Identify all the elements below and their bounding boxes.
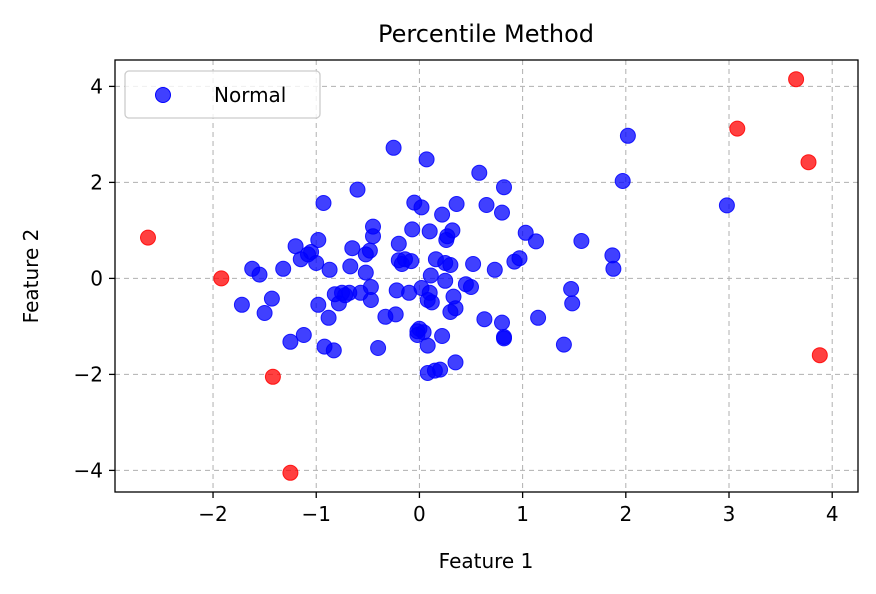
x-tick-label: 2 <box>619 502 632 526</box>
outlier-point <box>788 71 805 88</box>
normal-point <box>390 235 407 252</box>
outlier-point <box>264 368 281 385</box>
normal-point <box>308 255 325 271</box>
normal-point <box>421 223 438 240</box>
normal-point <box>344 240 361 257</box>
x-tick-label: 1 <box>516 502 529 526</box>
outlier-point <box>140 229 156 246</box>
y-tick-label: 0 <box>90 266 103 290</box>
normal-point <box>404 221 421 238</box>
normal-point <box>555 336 572 353</box>
x-axis-ticks: −2 −1 0 1 2 3 4 <box>198 492 839 526</box>
normal-point <box>528 233 544 250</box>
normal-point <box>385 139 402 156</box>
normal-point <box>442 257 459 273</box>
outlier-point <box>811 347 828 364</box>
outlier-point <box>282 464 299 481</box>
x-tick-label: 4 <box>826 502 839 526</box>
normal-point <box>573 233 590 249</box>
normal-point <box>256 305 273 321</box>
normal-point <box>494 204 510 221</box>
normal-point <box>349 181 366 198</box>
x-tick-label: −2 <box>198 502 227 526</box>
normal-point <box>478 197 495 213</box>
legend-marker-normal <box>155 87 171 103</box>
x-tick-label: 0 <box>413 502 426 526</box>
normal-point <box>718 197 735 214</box>
legend-box <box>124 70 321 119</box>
normal-point <box>342 258 359 275</box>
normal-point <box>310 296 327 313</box>
normal-point <box>423 294 440 311</box>
legend-label-normal: Normal <box>214 83 286 107</box>
normal-point <box>422 267 439 284</box>
normal-point <box>447 354 464 371</box>
normal-point <box>432 361 449 378</box>
normal-point <box>471 164 488 181</box>
data-points <box>140 71 828 481</box>
y-tick-label: −2 <box>74 362 103 386</box>
normal-point <box>614 173 631 189</box>
normal-point <box>447 300 464 317</box>
normal-point <box>251 266 268 283</box>
chart-title: Percentile Method <box>378 20 594 48</box>
normal-point <box>310 232 327 248</box>
normal-point <box>413 199 430 216</box>
normal-point <box>517 224 534 241</box>
normal-point <box>494 314 510 331</box>
normal-point <box>530 309 547 326</box>
normal-point <box>419 337 436 354</box>
x-tick-label: 3 <box>723 502 736 526</box>
normal-point <box>415 324 432 341</box>
normal-point <box>465 256 482 272</box>
y-axis-ticks: −4 −2 0 2 4 <box>74 74 115 482</box>
x-axis-label: Feature 1 <box>439 549 534 573</box>
normal-point <box>604 247 621 264</box>
outlier-point <box>800 154 817 171</box>
normal-point <box>320 309 337 326</box>
y-tick-label: 2 <box>90 170 103 194</box>
normal-point <box>418 151 435 168</box>
y-tick-label: 4 <box>90 74 103 98</box>
normal-point <box>496 330 512 347</box>
normal-point <box>448 196 465 212</box>
normal-point <box>511 250 528 267</box>
grid <box>115 60 858 492</box>
normal-point <box>315 195 332 211</box>
normal-point <box>476 311 493 328</box>
y-axis-label: Feature 2 <box>19 229 43 324</box>
normal-point <box>605 260 622 277</box>
normal-point <box>563 281 580 297</box>
normal-point <box>325 342 342 359</box>
normal-point <box>370 340 387 356</box>
normal-point <box>365 218 381 235</box>
normal-point <box>619 127 636 144</box>
normal-point <box>362 279 379 295</box>
normal-point <box>321 261 338 278</box>
outlier-point <box>729 120 746 137</box>
normal-point <box>486 261 503 278</box>
normal-point <box>387 306 404 323</box>
outlier-point <box>213 270 230 287</box>
normal-point <box>361 242 378 259</box>
normal-point <box>282 333 299 350</box>
normal-point <box>434 206 451 223</box>
normal-point <box>403 253 420 270</box>
normal-point <box>437 272 454 289</box>
normal-point <box>564 295 581 312</box>
normal-point <box>233 296 250 313</box>
normal-point <box>444 222 461 239</box>
plot-frame <box>114 59 859 493</box>
normal-point <box>434 328 451 344</box>
normal-point <box>275 260 292 277</box>
normal-point <box>463 279 479 295</box>
y-tick-label: −4 <box>74 458 103 482</box>
normal-point <box>263 290 280 307</box>
legend: Normal <box>124 70 321 119</box>
x-tick-label: −1 <box>301 502 330 526</box>
normal-point <box>357 264 374 281</box>
normal-point <box>295 327 312 343</box>
normal-point <box>496 179 512 196</box>
